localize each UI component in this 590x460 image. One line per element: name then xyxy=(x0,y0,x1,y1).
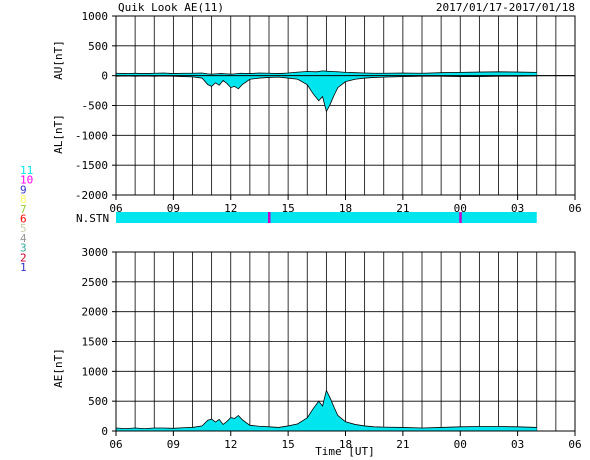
station-legend-item: 1 xyxy=(20,261,27,274)
series-area-ae xyxy=(116,390,537,431)
station-legend-item: 8 xyxy=(20,193,27,206)
series-line-al xyxy=(115,75,537,113)
y-tick-label: 2000 xyxy=(82,306,109,319)
x-tick-label: 09 xyxy=(167,202,180,215)
y-tick-label: 0 xyxy=(101,425,108,438)
x-tick-label: 21 xyxy=(396,202,409,215)
y-tick-label: 1500 xyxy=(82,336,109,349)
y-tick-label: -2000 xyxy=(75,189,108,202)
date-range: 2017/01/17-2017/01/18 xyxy=(436,1,575,14)
plot-frame xyxy=(115,251,576,432)
station-legend-item: 6 xyxy=(20,213,27,226)
y-tick-label: -1000 xyxy=(75,129,108,142)
y-tick-label: 0 xyxy=(101,70,108,83)
x-tick-label: 21 xyxy=(396,438,409,451)
x-tick-label: 06 xyxy=(109,202,122,215)
y-tick-label: 500 xyxy=(88,40,108,53)
y-tick-label: -1500 xyxy=(75,159,108,172)
station-bar-fill xyxy=(116,212,537,223)
ae-axis-label: AE[nT] xyxy=(52,348,65,388)
y-tick-label: 3000 xyxy=(82,246,109,259)
x-tick-label: 15 xyxy=(282,438,295,451)
y-tick-label: 1000 xyxy=(82,365,109,378)
station-legend-item: 5 xyxy=(20,222,27,235)
station-bar-marker xyxy=(268,212,271,223)
x-tick-label: 06 xyxy=(568,202,581,215)
station-legend-item: 7 xyxy=(20,203,27,216)
station-legend-item: 2 xyxy=(20,251,27,264)
station-bar-label: N.STN xyxy=(76,212,109,225)
station-legend-item: 10 xyxy=(20,174,33,187)
station-legend-item: 4 xyxy=(20,232,27,245)
plot-frame xyxy=(115,15,576,196)
al-axis-label: AL[nT] xyxy=(52,114,65,154)
x-tick-label: 12 xyxy=(224,202,237,215)
y-tick-label: 1000 xyxy=(82,10,109,23)
station-legend-item: 11 xyxy=(20,164,33,177)
y-tick-label: 500 xyxy=(88,395,108,408)
station-legend-item: 9 xyxy=(20,183,27,196)
x-tick-label: 00 xyxy=(454,202,467,215)
chart-title: Quik Look AE(11) xyxy=(118,1,224,14)
station-count-bar xyxy=(116,212,537,223)
series-line-au xyxy=(115,70,537,75)
x-tick-label: 03 xyxy=(511,202,524,215)
station-bar-marker xyxy=(459,212,462,223)
series-area-al xyxy=(116,75,537,112)
x-tick-label: 00 xyxy=(454,438,467,451)
x-tick-label: 12 xyxy=(224,438,237,451)
x-tick-label: 09 xyxy=(167,438,180,451)
y-tick-label: -500 xyxy=(82,100,109,113)
x-tick-label: 06 xyxy=(109,438,122,451)
x-tick-label: 18 xyxy=(339,438,352,451)
x-tick-label: 06 xyxy=(568,438,581,451)
x-tick-label: 03 xyxy=(511,438,524,451)
series-area-au xyxy=(116,70,537,76)
y-tick-label: 2500 xyxy=(82,276,109,289)
x-tick-label: 18 xyxy=(339,202,352,215)
station-legend-item: 3 xyxy=(20,242,27,255)
au-axis-label: AU[nT] xyxy=(52,40,65,80)
series-line-ae xyxy=(115,389,537,430)
x-tick-label: 15 xyxy=(282,202,295,215)
x-axis-title: Time [UT] xyxy=(315,445,375,458)
